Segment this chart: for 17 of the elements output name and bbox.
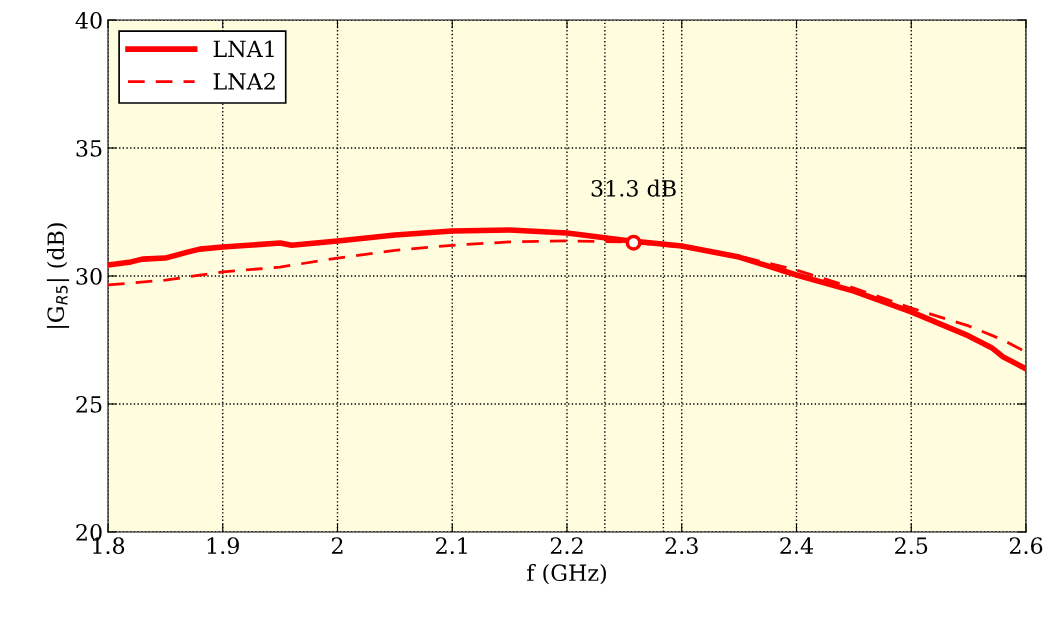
x-tick-label: 2 [331,537,343,554]
legend-label: LNA1 [213,40,274,58]
y-tick-label: 40 [75,11,102,29]
x-tick-label: 2.5 [895,537,928,555]
x-tick-label: 1.9 [207,537,239,555]
legend-label: LNA2 [213,73,275,90]
y-tick-label: 35 [76,139,102,157]
x-tick-label: 2.3 [665,537,698,555]
x-tick-label: 2.6 [1009,537,1043,555]
y-tick-label: 30 [76,267,102,285]
x-tick-label: 2.4 [780,537,814,555]
x-axis-title: f (GHz) [527,563,606,585]
x-tick-label: 2.2 [550,537,583,555]
y-axis-title: |G$_{R5}$| (dB) [46,223,70,328]
y-tick-label: 25 [76,395,102,413]
annotation: 31.3 dB [591,179,676,197]
x-tick-label: 2.1 [436,537,467,555]
